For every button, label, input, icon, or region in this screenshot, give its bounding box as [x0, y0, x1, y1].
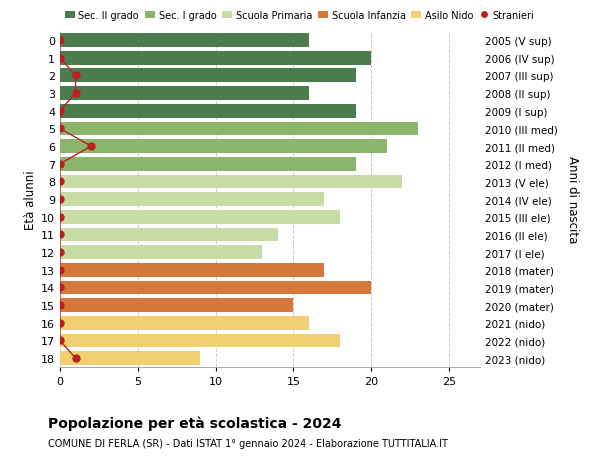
Y-axis label: Anni di nascita: Anni di nascita: [566, 156, 579, 243]
Bar: [60, 140, 386, 154]
Bar: [60, 316, 309, 330]
Legend: Sec. II grado, Sec. I grado, Scuola Primaria, Scuola Infanzia, Asilo Nido, Stran: Sec. II grado, Sec. I grado, Scuola Prim…: [65, 11, 535, 21]
Bar: [60, 281, 371, 295]
Bar: [60, 34, 309, 48]
Bar: [60, 334, 340, 347]
Y-axis label: Età alunni: Età alunni: [24, 170, 37, 230]
Bar: [60, 157, 356, 171]
Bar: [60, 246, 262, 259]
Bar: [60, 299, 293, 313]
Text: Popolazione per età scolastica - 2024: Popolazione per età scolastica - 2024: [48, 415, 341, 430]
Bar: [60, 52, 371, 66]
Bar: [60, 105, 356, 118]
Bar: [60, 87, 309, 101]
Bar: [60, 193, 325, 207]
Bar: [60, 122, 418, 136]
Bar: [60, 228, 278, 242]
Text: COMUNE DI FERLA (SR) - Dati ISTAT 1° gennaio 2024 - Elaborazione TUTTITALIA.IT: COMUNE DI FERLA (SR) - Dati ISTAT 1° gen…: [48, 438, 448, 448]
Bar: [60, 210, 340, 224]
Bar: [60, 263, 325, 277]
Bar: [60, 175, 402, 189]
Bar: [60, 352, 200, 365]
Bar: [60, 69, 356, 83]
